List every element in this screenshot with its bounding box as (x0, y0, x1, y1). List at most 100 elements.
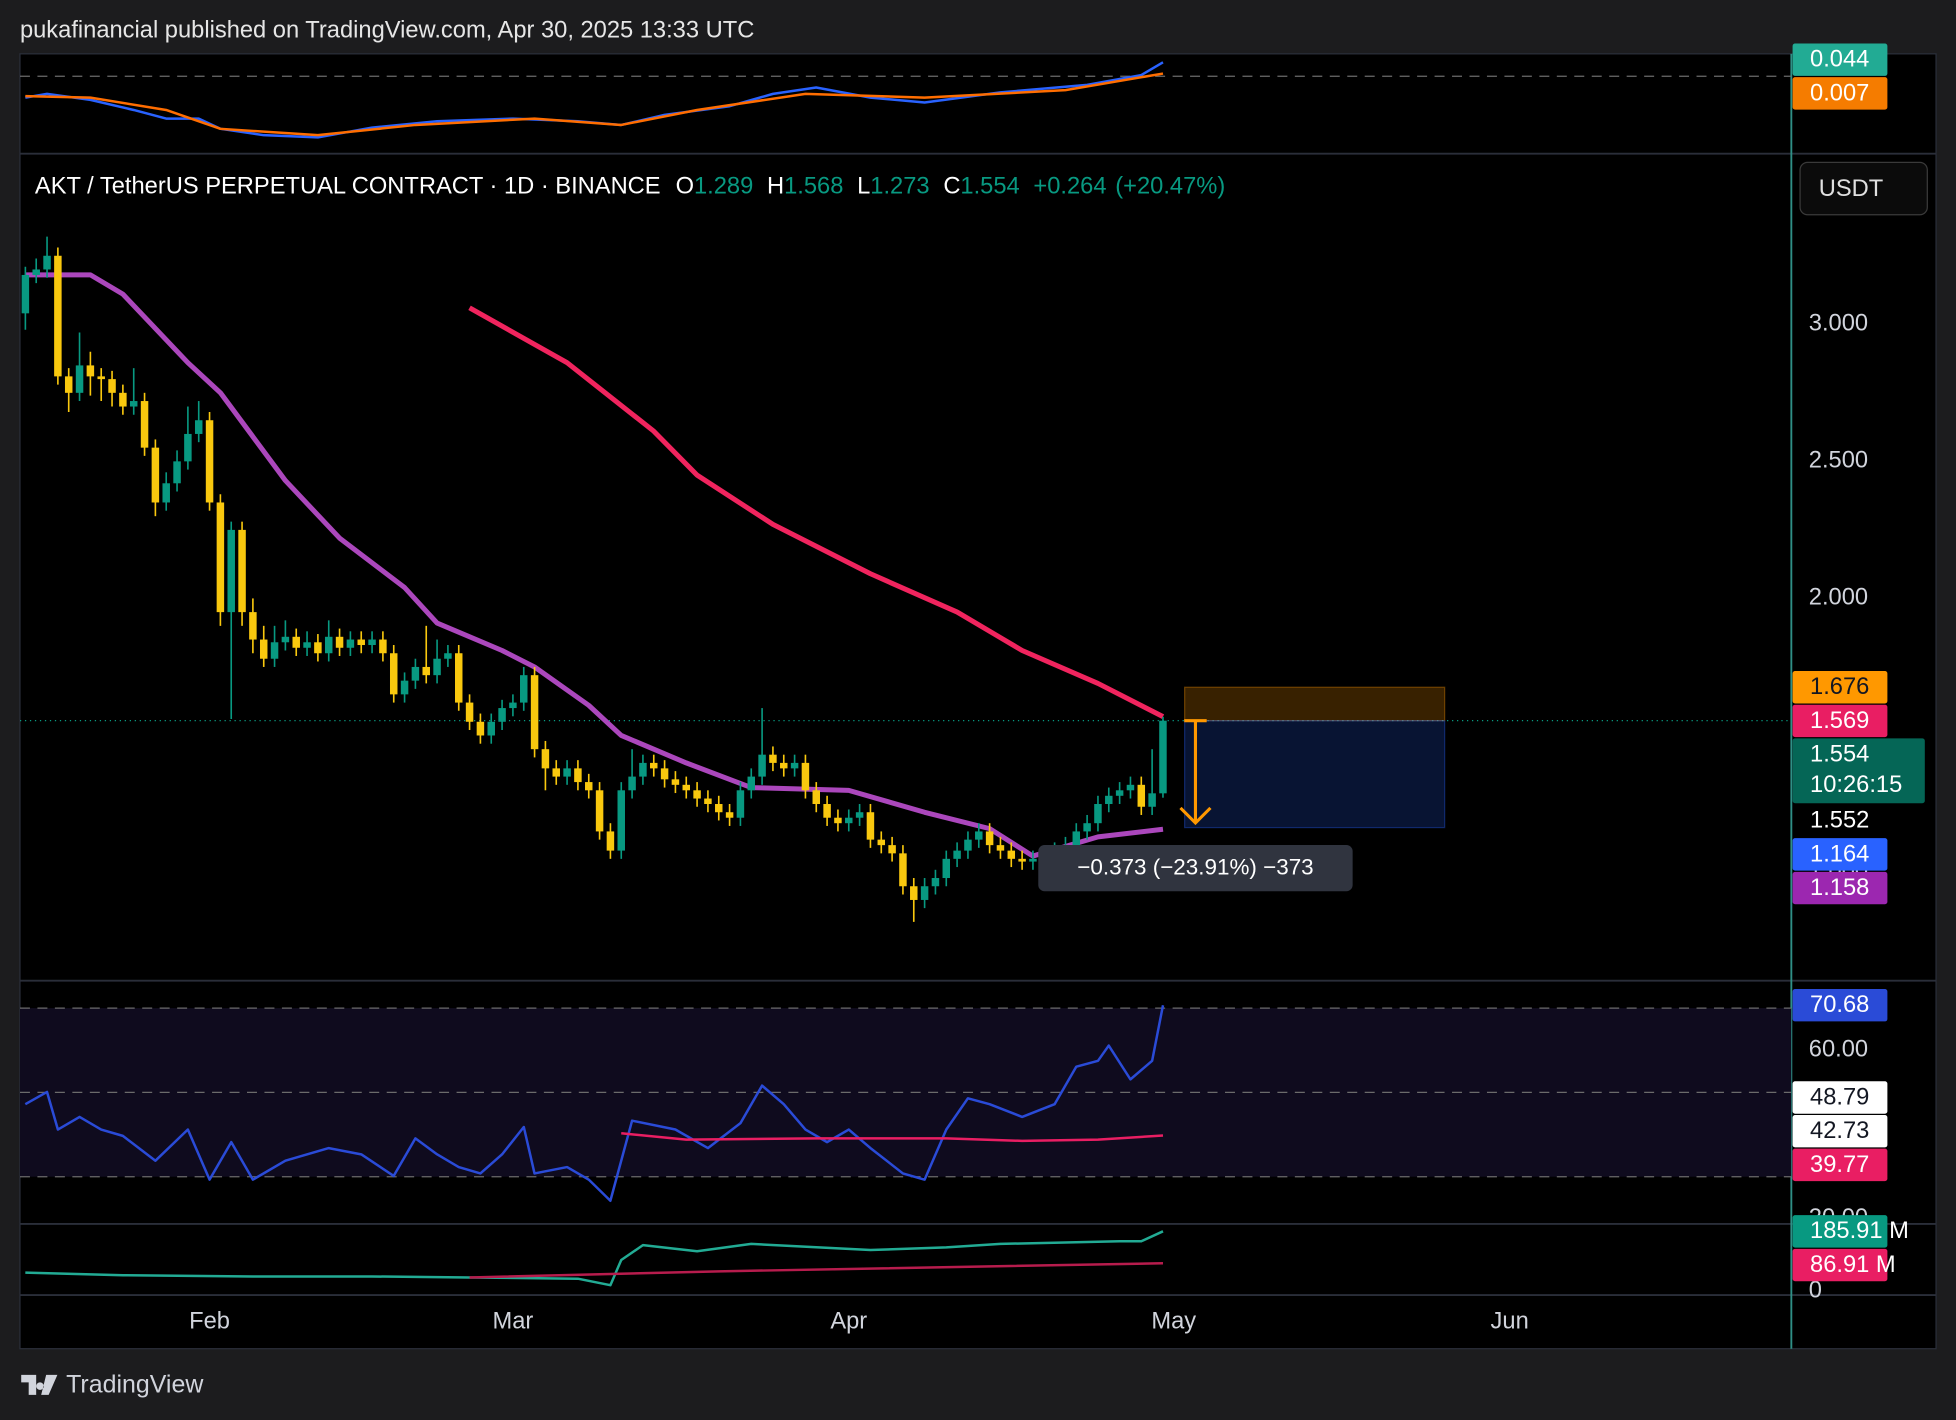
candle-body (704, 798, 712, 805)
candle-body (1018, 858, 1026, 862)
axis-value-label (1792, 671, 1888, 704)
ohlc-letter: O (676, 174, 694, 200)
currency-button[interactable]: USDT (1799, 161, 1928, 216)
candle-body (747, 776, 756, 791)
currency-button-box[interactable] (1799, 161, 1928, 216)
candle-body (400, 680, 409, 695)
candle-body (595, 790, 604, 832)
candle-body (238, 529, 246, 613)
candle-body (769, 754, 777, 763)
candle-body (346, 639, 355, 648)
candle-body (845, 817, 853, 824)
indicator-line (24, 1005, 1165, 1202)
candle-body (205, 420, 214, 503)
candle-body (823, 804, 831, 818)
candle-body (920, 886, 929, 900)
symbol-title: AKT / TetherUS PERPETUAL CONTRACT · 1D ·… (35, 174, 661, 200)
candle-body (1105, 795, 1113, 805)
y-tick-label: 2.000 (1809, 585, 1868, 611)
measure-tooltip: −0.373 (−23.91%) −373 (1077, 855, 1313, 880)
candle-body (21, 274, 30, 314)
axis-value-label (1792, 738, 1925, 804)
candle-body (715, 804, 723, 813)
candle-body (444, 653, 452, 659)
footer-brand: TradingView (66, 1371, 204, 1399)
candle-body (357, 639, 365, 646)
candle-body (498, 708, 506, 722)
candle-body (790, 762, 799, 769)
candle-body (324, 636, 333, 654)
indicator-line (468, 305, 1165, 719)
axis-value-label (1792, 838, 1888, 871)
indicator-line (621, 1132, 1164, 1143)
axis-value-label (1792, 804, 1888, 837)
candle-body (292, 636, 300, 648)
y-tick-label: 60.00 (1809, 1037, 1868, 1063)
candle-body (985, 831, 994, 846)
candle-body (520, 675, 528, 703)
candle-body (563, 768, 571, 777)
measure-tooltip-box (1038, 845, 1353, 892)
candle-body (335, 636, 344, 648)
axis-value-text: 39.77 (1810, 1152, 1869, 1178)
candle-body (899, 853, 907, 887)
candle-body (173, 461, 181, 484)
candle-body (910, 886, 918, 900)
y-tick-label: 0 (1809, 1278, 1822, 1304)
axis-value-text: 1.164 (1810, 841, 1869, 867)
axis-value-label (1792, 1114, 1888, 1148)
candle-body (693, 790, 701, 799)
candle-body (314, 642, 322, 654)
tradingview-logo: TradingView (21, 1371, 204, 1399)
x-tick-label: May (1151, 1309, 1196, 1335)
candle-body (888, 845, 896, 854)
pane (19, 236, 1792, 922)
candle-body (389, 653, 398, 695)
pane (25, 1230, 1164, 1287)
currency-label[interactable]: USDT (1819, 176, 1883, 202)
candle-body (931, 878, 940, 887)
candle-body (585, 782, 593, 791)
candle-body (1137, 784, 1146, 807)
ohlc-value: 1.568 (784, 174, 843, 200)
axis-value-text: 185.91 M (1810, 1218, 1909, 1244)
candle-body (1007, 850, 1016, 859)
axis-value-text: 0.007 (1810, 80, 1869, 106)
axis-value-text: 70.68 (1810, 992, 1869, 1018)
candle-body (628, 776, 636, 791)
stop-zone (1184, 720, 1446, 829)
candle-body (1083, 823, 1091, 832)
candle-body (552, 768, 560, 777)
candle-body (639, 762, 647, 777)
candle-body (75, 365, 84, 393)
axis-value-text: 42.73 (1810, 1118, 1869, 1144)
x-tick-label: Jun (1491, 1309, 1529, 1335)
axis-value-label (1792, 871, 1888, 905)
candle-body (617, 790, 625, 851)
pane (19, 1005, 1792, 1202)
candle-body (725, 812, 734, 818)
change-value: +0.264 (1033, 174, 1106, 200)
candle-body (650, 762, 658, 769)
candle-body (942, 858, 951, 879)
candle-body (54, 255, 62, 377)
candle-body (487, 721, 495, 736)
candle-body (660, 768, 669, 780)
ohlc-value: 1.273 (870, 174, 929, 200)
candle-body (855, 812, 864, 818)
axis-value-text: 86.91 M (1810, 1252, 1896, 1278)
axis-value-label (1792, 704, 1888, 738)
axis-value-label (1792, 43, 1888, 76)
candle-body (834, 817, 842, 824)
candle-body (606, 831, 615, 851)
axis-value-text: 1.569 (1810, 708, 1869, 734)
candle-body (682, 784, 690, 791)
candle-body (530, 675, 539, 750)
candle-body (1029, 858, 1037, 862)
candle-body (1072, 831, 1081, 846)
candle-body (64, 376, 73, 393)
candle-body (108, 379, 116, 393)
candle-body (736, 790, 745, 818)
countdown-text: 10:26:15 (1810, 772, 1902, 798)
